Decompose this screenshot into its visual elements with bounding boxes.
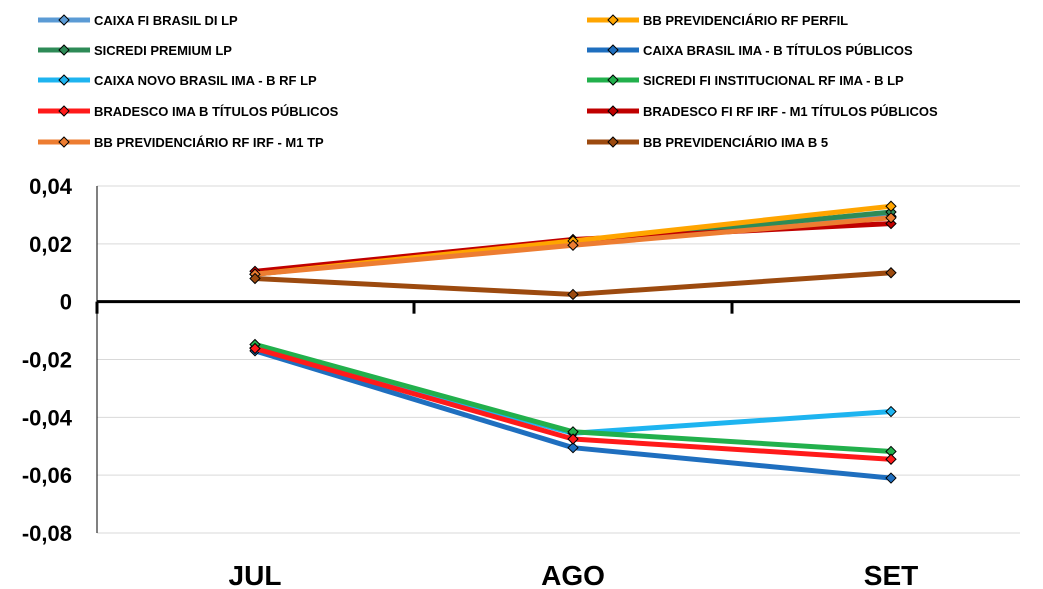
legend-label: CAIXA FI BRASIL DI LP xyxy=(94,13,238,28)
data-point xyxy=(885,212,897,224)
legend-label: BRADESCO FI RF IRF - M1 TÍTULOS PÚBLICOS xyxy=(643,104,938,119)
legend-marker xyxy=(58,14,70,26)
y-tick-label: 0,02 xyxy=(29,232,72,257)
x-axis-ticks: JUL AGO SET xyxy=(229,560,919,589)
legend-marker xyxy=(58,74,70,86)
legend-label: CAIXA BRASIL IMA - B TÍTULOS PÚBLICOS xyxy=(643,43,913,58)
legend-entry-8: BB PREVIDENCIÁRIO RF IRF - M1 TP xyxy=(38,135,324,150)
legend-marker xyxy=(58,44,70,56)
legend-label: BB PREVIDENCIÁRIO RF IRF - M1 TP xyxy=(94,135,324,150)
data-point xyxy=(567,288,579,301)
series-line xyxy=(252,345,894,436)
y-axis-ticks: 0,04 0,02 0 -0,02 -0,04 -0,06 -0,08 xyxy=(22,174,73,546)
gridlines xyxy=(97,185,1020,534)
legend-entry-4: CAIXA NOVO BRASIL IMA - B RF LP xyxy=(38,73,317,88)
legend-marker xyxy=(58,105,70,117)
x-tick-label: AGO xyxy=(541,560,605,589)
legend-entry-1: BB PREVIDENCIÁRIO RF PERFIL xyxy=(587,13,848,28)
data-point xyxy=(249,272,261,285)
legend-label: BRADESCO IMA B TÍTULOS PÚBLICOS xyxy=(94,104,339,119)
series-4 xyxy=(249,342,897,439)
legend-entry-9: BB PREVIDENCIÁRIO IMA B 5 xyxy=(587,135,828,150)
data-point xyxy=(885,472,897,484)
legend-label: SICREDI PREMIUM LP xyxy=(94,43,232,58)
legend-label: CAIXA NOVO BRASIL IMA - B RF LP xyxy=(94,73,317,88)
series-9 xyxy=(249,267,897,301)
legend-marker xyxy=(607,44,619,56)
legend-entry-5: SICREDI FI INSTITUCIONAL RF IMA - B LP xyxy=(587,73,904,88)
y-tick-label: 0,04 xyxy=(29,174,73,199)
y-tick-label: -0,02 xyxy=(22,348,72,373)
data-point xyxy=(885,200,897,212)
legend: CAIXA FI BRASIL DI LP BB PREVIDENCIÁRIO R… xyxy=(38,13,938,150)
legend-marker xyxy=(607,14,619,26)
y-tick-label: -0,06 xyxy=(22,463,72,488)
legend-label: SICREDI FI INSTITUCIONAL RF IMA - B LP xyxy=(643,73,904,88)
legend-marker xyxy=(607,136,619,148)
legend-entry-6: BRADESCO IMA B TÍTULOS PÚBLICOS xyxy=(38,104,339,119)
data-point xyxy=(885,405,897,418)
data-point xyxy=(885,453,897,465)
legend-entry-3: CAIXA BRASIL IMA - B TÍTULOS PÚBLICOS xyxy=(587,43,913,58)
x-tick-label: JUL xyxy=(229,560,282,589)
legend-label: BB PREVIDENCIÁRIO RF PERFIL xyxy=(643,13,848,28)
data-point xyxy=(249,342,261,355)
legend-entry-2: SICREDI PREMIUM LP xyxy=(38,43,232,58)
x-tick-label: SET xyxy=(864,560,918,589)
data-point xyxy=(885,217,897,230)
y-tick-label: 0 xyxy=(60,290,72,315)
series-layer xyxy=(249,200,897,484)
data-point xyxy=(567,239,579,251)
axes xyxy=(95,186,1020,533)
data-point xyxy=(885,267,897,279)
legend-marker xyxy=(607,105,619,117)
legend-marker xyxy=(58,136,70,148)
legend-marker xyxy=(607,74,619,86)
series-6 xyxy=(249,342,897,465)
legend-entry-0: CAIXA FI BRASIL DI LP xyxy=(38,13,238,28)
data-point xyxy=(567,441,579,454)
legend-entry-7: BRADESCO FI RF IRF - M1 TÍTULOS PÚBLICOS xyxy=(587,104,938,119)
y-tick-label: -0,08 xyxy=(22,521,72,546)
series-3 xyxy=(249,345,897,484)
data-point xyxy=(567,433,579,445)
y-tick-label: -0,04 xyxy=(22,405,73,430)
legend-label: BB PREVIDENCIÁRIO IMA B 5 xyxy=(643,135,828,150)
